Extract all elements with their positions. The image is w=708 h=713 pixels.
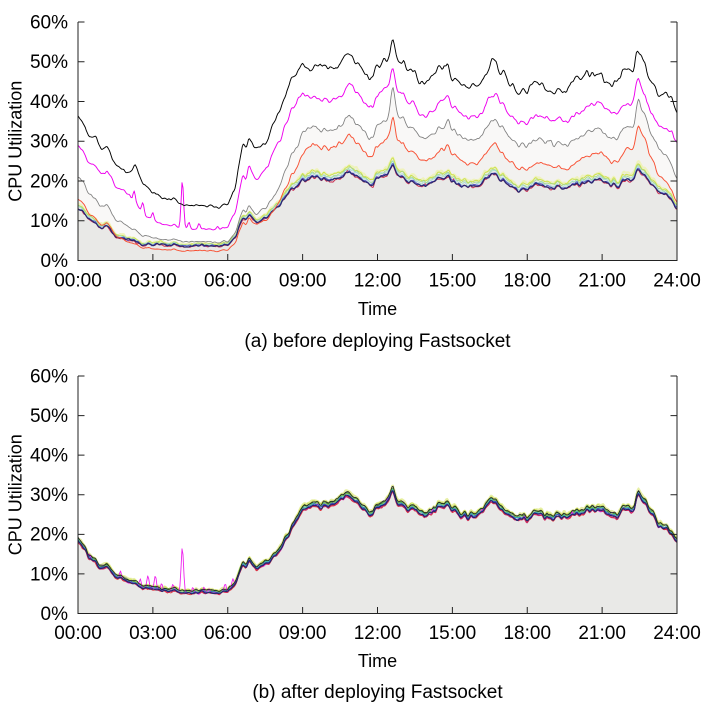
svg-text:30%: 30% [30, 485, 68, 506]
svg-text:21:00: 21:00 [578, 271, 626, 292]
svg-text:(a) before deploying Fastsocke: (a) before deploying Fastsocket [244, 331, 511, 352]
svg-text:40%: 40% [30, 446, 68, 467]
svg-text:00:00: 00:00 [54, 271, 102, 292]
svg-text:21:00: 21:00 [578, 623, 626, 644]
svg-text:24:00: 24:00 [653, 623, 701, 644]
svg-text:20%: 20% [30, 525, 68, 546]
svg-text:CPU Utilization: CPU Utilization [6, 81, 26, 202]
svg-text:03:00: 03:00 [129, 271, 177, 292]
svg-text:24:00: 24:00 [653, 271, 701, 292]
svg-text:50%: 50% [30, 52, 68, 73]
svg-text:10%: 10% [30, 211, 68, 232]
svg-text:09:00: 09:00 [279, 623, 327, 644]
svg-text:50%: 50% [30, 406, 68, 427]
svg-text:Time: Time [358, 299, 397, 319]
svg-text:40%: 40% [30, 92, 68, 113]
svg-text:(b) after deploying Fastsocket: (b) after deploying Fastsocket [252, 682, 503, 703]
svg-text:18:00: 18:00 [503, 271, 551, 292]
svg-text:06:00: 06:00 [204, 271, 252, 292]
svg-text:18:00: 18:00 [503, 623, 551, 644]
svg-text:12:00: 12:00 [354, 623, 402, 644]
svg-text:60%: 60% [30, 366, 68, 387]
svg-text:30%: 30% [30, 132, 68, 153]
svg-text:15:00: 15:00 [429, 271, 477, 292]
svg-text:60%: 60% [30, 12, 68, 33]
svg-text:CPU Utilization: CPU Utilization [6, 434, 26, 555]
svg-text:09:00: 09:00 [279, 271, 327, 292]
svg-text:06:00: 06:00 [204, 623, 252, 644]
svg-text:Time: Time [358, 651, 397, 671]
svg-text:03:00: 03:00 [129, 623, 177, 644]
svg-text:10%: 10% [30, 564, 68, 585]
svg-text:0%: 0% [41, 604, 69, 625]
svg-text:12:00: 12:00 [354, 271, 402, 292]
svg-text:15:00: 15:00 [429, 623, 477, 644]
svg-text:0%: 0% [41, 251, 69, 272]
svg-text:00:00: 00:00 [54, 623, 102, 644]
svg-text:20%: 20% [30, 171, 68, 192]
